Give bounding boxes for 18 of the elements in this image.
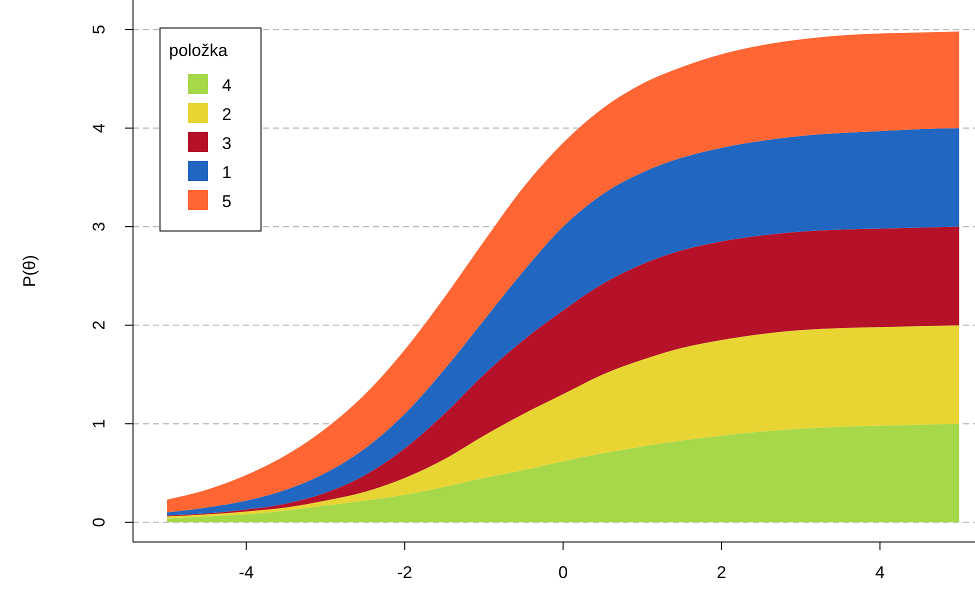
legend-label: 2 [222, 105, 232, 124]
y-tick-label: 3 [89, 222, 108, 232]
y-tick-label: 5 [89, 24, 108, 34]
legend-label: 3 [222, 134, 232, 153]
y-axis-title: P(θ) [20, 254, 39, 288]
x-tick-label: 4 [875, 563, 885, 582]
legend-title: položka [169, 41, 228, 60]
x-tick-label: -2 [397, 563, 412, 582]
x-tick-label: 0 [558, 563, 568, 582]
y-tick-label: 1 [89, 419, 108, 428]
legend-label: 5 [222, 192, 232, 211]
y-tick-label: 4 [89, 123, 108, 133]
legend-label: 4 [222, 76, 232, 95]
legend-label: 1 [222, 163, 232, 182]
y-tick-label: 2 [89, 320, 108, 330]
x-tick-label: 2 [716, 563, 726, 582]
x-tick-label: -4 [238, 563, 254, 582]
y-tick-label: 0 [89, 518, 108, 528]
